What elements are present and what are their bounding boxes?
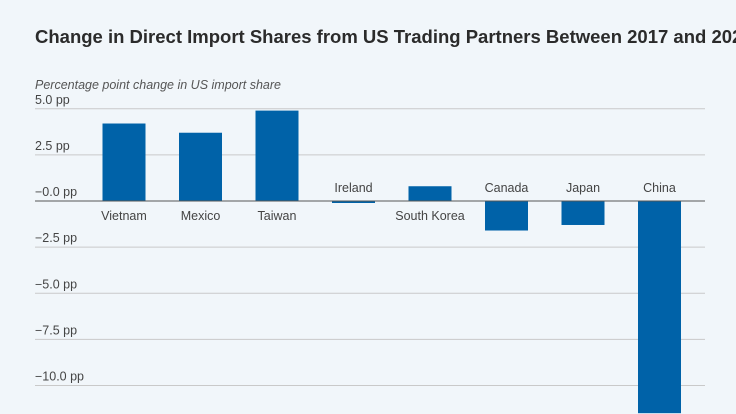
y-tick-label: −5.0 pp (35, 277, 77, 291)
category-label: South Korea (395, 209, 465, 223)
category-label: China (643, 181, 676, 195)
y-tick-label: −7.5 pp (35, 323, 77, 337)
bar-mexico (179, 132, 222, 201)
category-label: Ireland (334, 181, 372, 195)
y-tick-label: 2.5 pp (35, 139, 70, 153)
bar-vietnam (102, 123, 146, 201)
y-axis-label: Percentage point change in US import sha… (35, 78, 281, 92)
bar-south-korea (408, 186, 452, 201)
category-label: Japan (566, 181, 600, 195)
category-label: Canada (485, 181, 529, 195)
category-label: Mexico (181, 209, 221, 223)
bar-canada (485, 201, 528, 231)
bar-china (638, 201, 681, 414)
y-tick-label: −0.0 pp (35, 185, 77, 199)
bar-ireland (332, 201, 375, 203)
chart-title: Change in Direct Import Shares from US T… (35, 26, 736, 47)
bar-japan (561, 201, 605, 225)
y-tick-label: 5.0 pp (35, 93, 70, 107)
y-tick-label: −2.5 pp (35, 231, 77, 245)
category-label: Taiwan (258, 209, 297, 223)
category-label: Vietnam (101, 209, 147, 223)
bar-taiwan (255, 110, 299, 201)
y-tick-label: −10.0 pp (35, 370, 84, 384)
